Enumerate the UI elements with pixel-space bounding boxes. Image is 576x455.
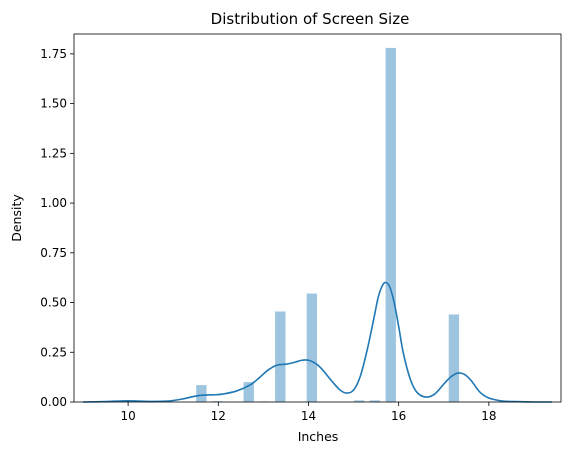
y-tick-label: 1.25 [40,146,67,160]
y-tick-label: 0.50 [40,296,67,310]
histogram-bars [117,47,460,403]
histogram-bar [385,47,396,403]
y-tick-label: 0.25 [40,345,67,359]
x-axis-ticks: 10 12 14 16 18 [120,402,496,423]
histogram-bar [448,314,460,402]
x-axis-label: Inches [298,429,339,444]
kde-curve [83,281,552,403]
x-tick-label: 12 [211,409,226,423]
y-tick-label: 1.00 [40,196,67,210]
y-tick-label: 1.50 [40,97,67,111]
y-tick-label: 1.75 [40,47,67,61]
histogram-bar [306,293,318,402]
y-tick-label: 0.00 [40,395,67,409]
plot-frame [73,33,562,403]
histogram-bar [369,400,381,402]
kde-line [83,281,552,403]
x-tick-label: 18 [481,409,496,423]
x-tick-label: 10 [120,409,135,423]
y-tick-label: 0.75 [40,246,67,260]
x-tick-label: 14 [301,409,316,423]
histogram-bar [196,385,207,402]
histogram-bar [354,400,365,402]
histogram-bar [275,311,286,402]
histogram-bar [243,382,254,402]
y-axis-ticks: 0.00 0.25 0.50 0.75 1.00 1.25 1.50 1.75 [40,47,74,409]
x-tick-label: 16 [391,409,406,423]
y-axis-label: Density [9,194,24,242]
chart-title: Distribution of Screen Size [211,10,410,28]
